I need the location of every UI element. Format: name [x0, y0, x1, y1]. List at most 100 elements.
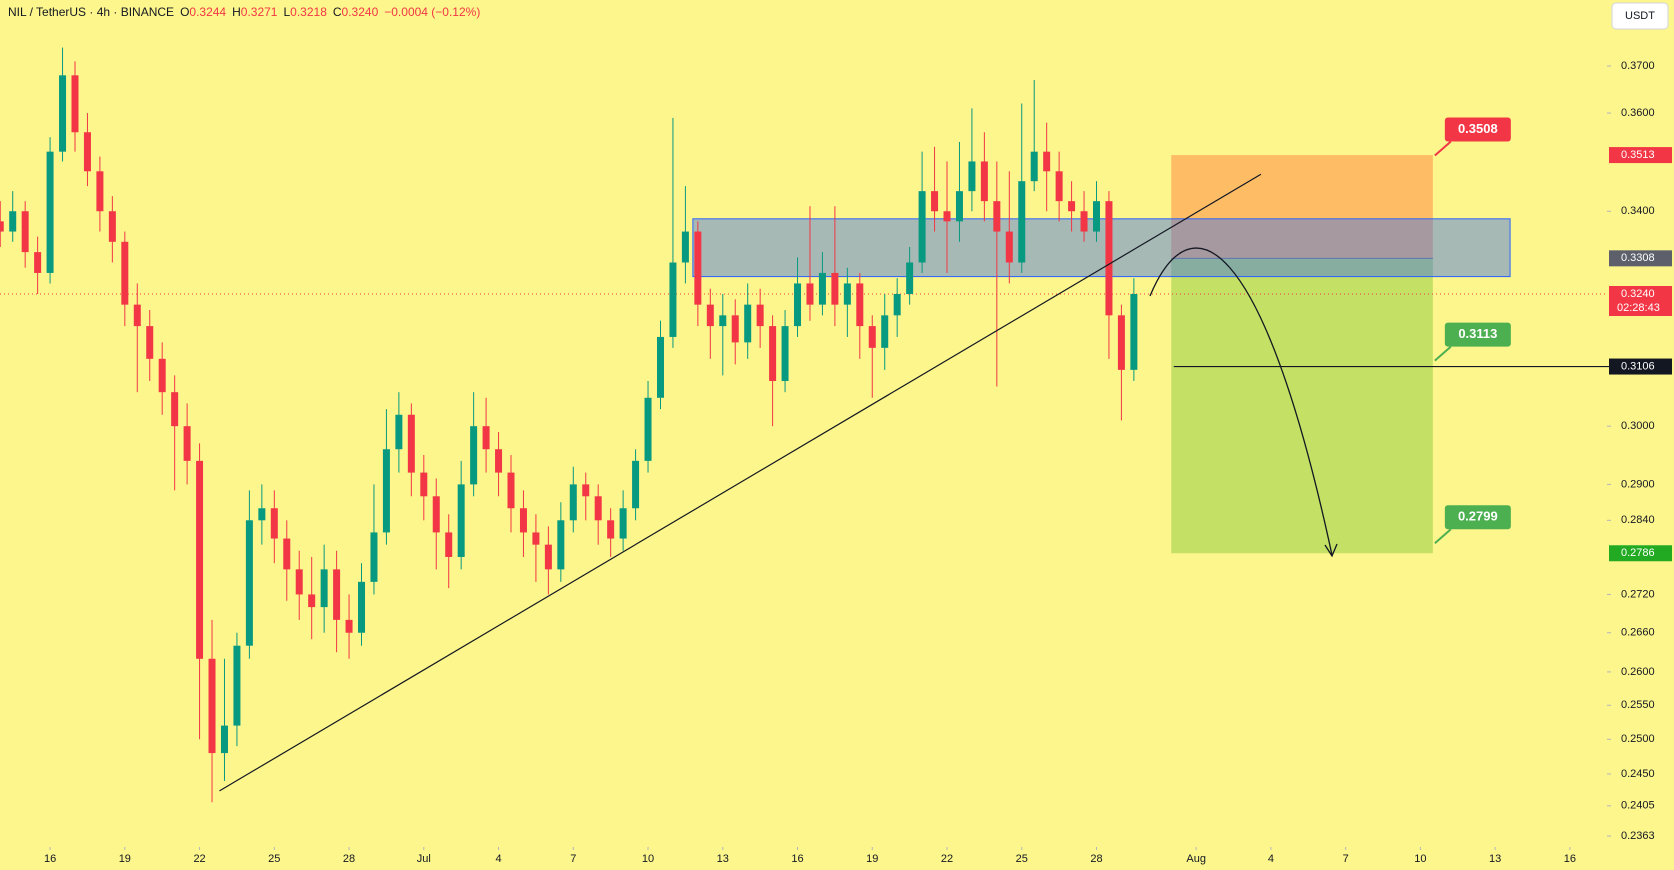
x-tick-label: 4: [1268, 853, 1274, 865]
candle-body: [843, 283, 851, 305]
price-label: 0.3513: [1621, 149, 1655, 161]
currency-button[interactable]: [1611, 2, 1669, 30]
legend: NIL / TetherUS · 4h · BINANCE O0.3244 H0.3…: [8, 5, 480, 19]
x-tick-label: 25: [268, 853, 280, 865]
x-tick-label: 7: [1343, 853, 1349, 865]
y-tick-label: 0.2550: [1621, 699, 1655, 711]
candle-body: [619, 508, 627, 539]
arrow-head: [1324, 543, 1338, 558]
callout-box: [1444, 322, 1511, 347]
y-tick-label: 0.3600: [1621, 107, 1655, 119]
candle-body: [1092, 201, 1100, 232]
candle-body: [146, 326, 154, 359]
ohlc-key: O: [180, 5, 189, 19]
candle-body: [482, 426, 490, 450]
price-label-box: [1609, 250, 1672, 267]
y-tick-label: 0.2840: [1621, 514, 1655, 526]
candle-body: [881, 315, 889, 348]
candle-body: [1105, 201, 1113, 316]
candle-body: [656, 336, 664, 398]
candle-body: [9, 211, 17, 232]
callout-box: [1444, 505, 1511, 530]
x-tick-label: 10: [642, 853, 654, 865]
candle-body: [83, 132, 91, 172]
y-tick-label: 0.2363: [1621, 830, 1655, 842]
candle-body: [1055, 171, 1063, 202]
candle-body: [1018, 181, 1026, 263]
ohlc-value: 0.3240: [342, 5, 379, 19]
x-tick-label: 16: [791, 853, 803, 865]
price-label-box: [1609, 545, 1672, 562]
x-tick-label: 25: [1016, 853, 1028, 865]
x-tick-label: Aug: [1186, 853, 1206, 865]
price-label: 0.2786: [1621, 547, 1655, 559]
candle-body: [582, 484, 590, 497]
candle-body: [1117, 315, 1125, 370]
candle-body: [706, 304, 714, 327]
trendline: [219, 173, 1262, 792]
candle-body: [457, 484, 465, 557]
candle-body: [196, 460, 204, 659]
candle-body: [893, 294, 901, 316]
candle-body: [382, 449, 390, 533]
x-tick-label: 19: [119, 853, 131, 865]
ohlc-value: 0.3271: [241, 5, 278, 19]
x-tick-label: Jul: [417, 853, 431, 865]
candle-body: [955, 191, 963, 222]
candle-body: [519, 508, 527, 533]
candle-body: [719, 315, 727, 327]
callout-label: 0.3113: [1458, 326, 1497, 341]
x-tick-label: 10: [1414, 853, 1426, 865]
x-tick-label: 4: [495, 853, 501, 865]
ohlc-key: L: [283, 5, 290, 19]
y-tick-label: 0.3400: [1621, 205, 1655, 217]
candle-body: [445, 532, 453, 557]
candle-body: [644, 397, 652, 461]
candle-body: [370, 532, 378, 582]
ohlc-key: H: [232, 5, 241, 19]
candle-body: [233, 645, 241, 726]
candle-body: [121, 241, 129, 305]
candle-body: [731, 315, 739, 343]
symbol: NIL / TetherUS · 4h · BINANCE: [8, 5, 174, 19]
x-tick-label: 22: [941, 853, 953, 865]
x-tick-label: 16: [44, 853, 56, 865]
candle-body: [358, 581, 366, 633]
candle-body: [980, 161, 988, 202]
forecast-arrow: [1149, 247, 1333, 556]
ohlc-key: C: [333, 5, 342, 19]
candle-body: [158, 358, 166, 393]
callout-pointer: [1434, 140, 1452, 157]
callout-label: 0.2799: [1458, 509, 1498, 524]
callout-pointer: [1434, 345, 1452, 362]
price-label: 0.3308: [1621, 252, 1655, 264]
candle-body: [632, 460, 640, 509]
candle-body: [59, 75, 67, 152]
candle-body: [918, 191, 926, 263]
y-tick-label: 0.2405: [1621, 800, 1655, 812]
candle-body: [906, 262, 914, 295]
candle-body: [320, 569, 328, 608]
x-tick-label: 7: [570, 853, 576, 865]
candle-body: [769, 326, 777, 381]
candle-body: [507, 472, 515, 509]
candle-body: [1080, 211, 1088, 232]
candle-body: [283, 538, 291, 570]
candle-body: [1043, 151, 1051, 172]
candle-body: [1068, 201, 1076, 212]
candle-body: [594, 496, 602, 521]
candle-body: [46, 151, 54, 273]
x-tick-label: 28: [343, 853, 355, 865]
y-tick-label: 0.2720: [1621, 588, 1655, 600]
y-tick-label: 0.2660: [1621, 627, 1655, 639]
x-tick-label: 28: [1090, 853, 1102, 865]
price-label-box: [1609, 147, 1672, 164]
y-tick-label: 0.2900: [1621, 478, 1655, 490]
currency[interactable]: USDT: [1625, 10, 1655, 22]
x-tick-label: 13: [1489, 853, 1501, 865]
candle-body: [831, 272, 839, 305]
candle-body: [756, 304, 764, 327]
candle-body: [794, 283, 802, 327]
candle-body: [694, 231, 702, 305]
